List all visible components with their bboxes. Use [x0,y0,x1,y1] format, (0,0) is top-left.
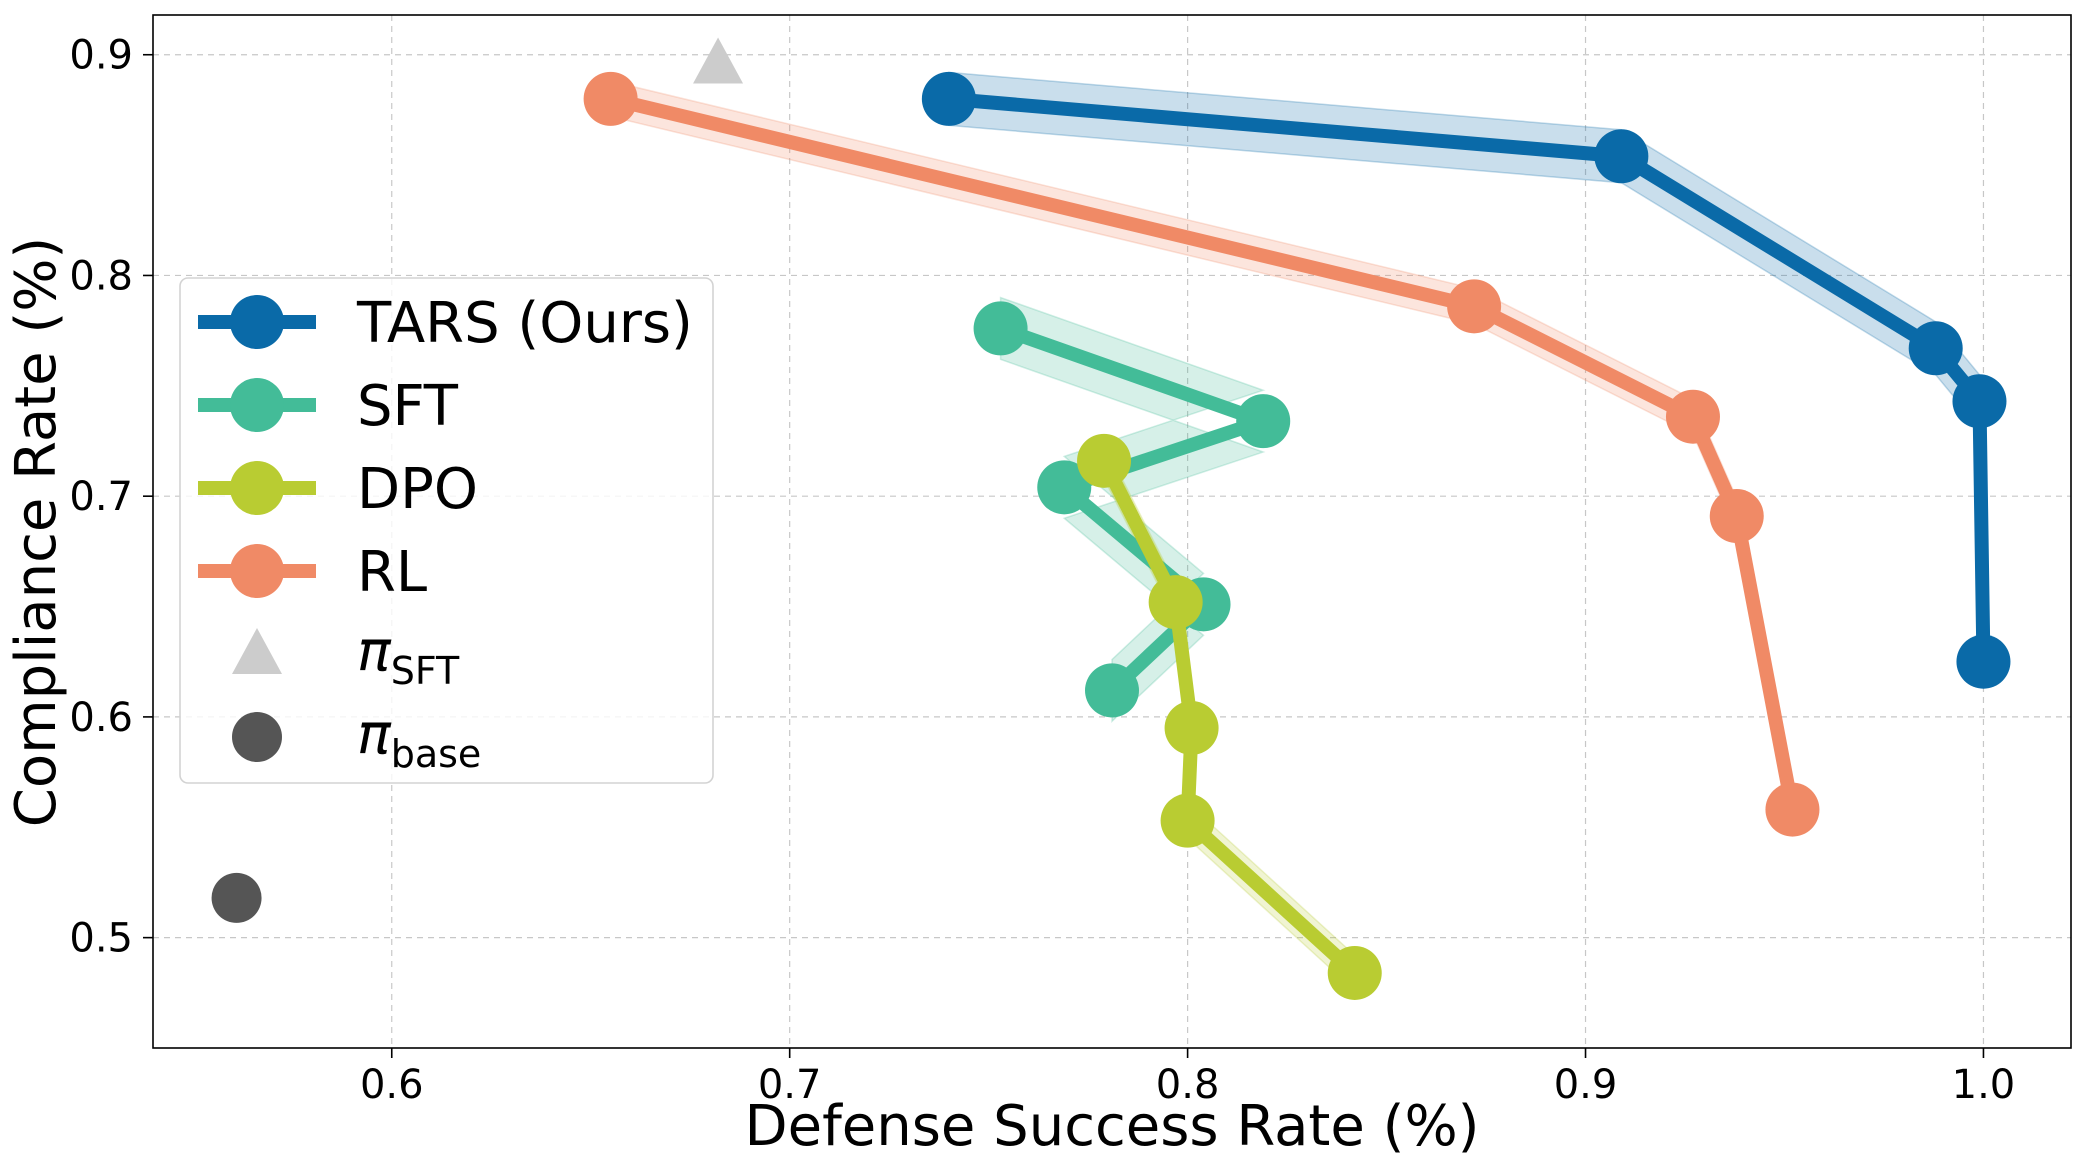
y-tick-label: 0.9 [69,33,133,79]
sft-point [1037,460,1092,515]
legend-pi-base-marker [232,712,282,762]
dpo-point [1148,575,1203,630]
legend-tars-ours-label: TARS (Ours) [356,291,693,356]
dpo-point [1077,433,1132,488]
y-axis-label: Compliance Rate (%) [4,237,69,828]
dpo-point [1327,945,1382,1000]
rl-point [1665,389,1720,444]
tars-ours-point [1956,634,2011,689]
rl-point [1447,279,1502,334]
sft-point [973,301,1028,356]
y-tick-label: 0.7 [69,474,133,520]
sft-point [1236,394,1291,449]
pi-sft-marker [693,37,744,84]
x-tick-label: 0.9 [1554,1062,1618,1108]
x-tick-label: 0.8 [1156,1062,1220,1108]
rl-point [1709,489,1764,544]
legend-sft-marker [230,378,284,432]
x-tick-label: 0.7 [758,1062,822,1108]
x-axis-ticks: 0.6 0.7 0.8 0.9 1.0 [360,1048,2015,1108]
sft-point [1085,663,1139,718]
x-tick-label: 1.0 [1952,1062,2016,1108]
legend-rl-label: RL [357,540,427,605]
pi-base-marker [211,872,262,923]
rl-point [1765,782,1820,837]
legend-sft-label: SFT [357,374,459,439]
data-points [211,37,2011,1000]
legend-pi-sft-marker [232,628,282,674]
legend-dpo-marker [230,461,284,515]
legend-tars-ours-marker [230,295,284,349]
dpo-point [1164,700,1219,755]
error-bands [609,71,1985,993]
x-tick-label: 0.6 [360,1062,424,1108]
plot-frame [152,14,2072,1049]
legend-rl-marker [230,544,284,598]
dpo-point [1160,793,1215,848]
rl-point [583,71,638,126]
y-tick-label: 0.8 [69,253,133,299]
dpo-line [1097,457,1360,979]
tars-ours-point [1594,129,1649,184]
y-tick-label: 0.6 [69,695,133,741]
tars-ours-point [1952,374,2007,429]
x-axis-label: Defense Success Rate (%) [745,1094,1480,1159]
tars-ours-point [921,71,976,126]
legend-dpo-label: DPO [357,457,478,522]
y-tick-label: 0.5 [69,916,133,962]
y-axis-ticks: 0.5 0.6 0.7 0.8 0.9 [69,33,153,962]
tars-ours-point [1908,321,1963,376]
